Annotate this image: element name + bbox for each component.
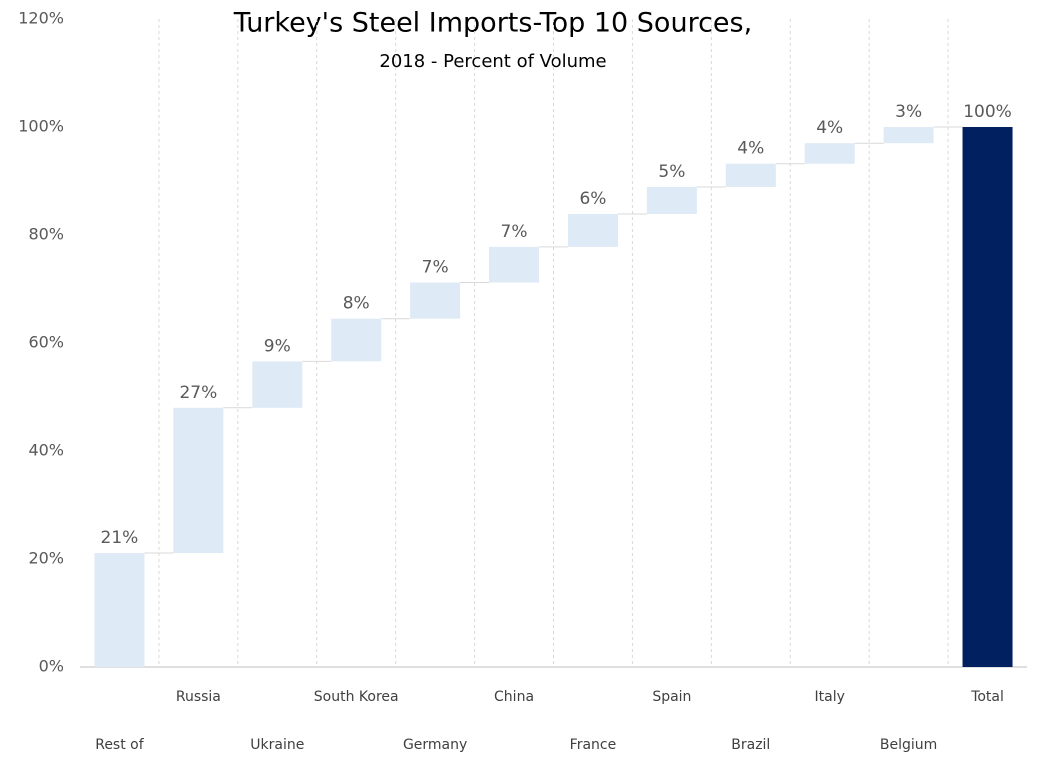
x-tick-label: France	[570, 737, 617, 753]
x-tick-label: Total	[970, 689, 1004, 705]
bar	[646, 186, 697, 214]
bar	[804, 143, 855, 164]
bar	[725, 163, 776, 187]
value-label: 5%	[658, 162, 685, 182]
y-tick-label: 40%	[28, 441, 64, 460]
y-tick-label: 80%	[28, 225, 64, 244]
bar	[489, 246, 540, 283]
value-label: 21%	[101, 528, 139, 548]
value-label: 7%	[501, 222, 528, 242]
y-tick-label: 100%	[18, 117, 64, 136]
y-tick-label: 20%	[28, 549, 64, 568]
x-tick-label: Germany	[403, 737, 467, 753]
bar	[252, 361, 303, 408]
x-tick-label: Rest of	[95, 737, 145, 753]
x-tick-label: Italy	[815, 689, 845, 705]
value-label: 4%	[816, 118, 843, 138]
value-label: 4%	[737, 139, 764, 159]
chart-subtitle: 2018 - Percent of Volume	[379, 51, 606, 72]
x-tick-label: Spain	[652, 689, 691, 705]
chart-title: Turkey's Steel Imports-Top 10 Sources,	[233, 8, 752, 39]
y-tick-label: 60%	[28, 333, 64, 352]
x-tick-label: Russia	[176, 689, 221, 705]
bar	[962, 127, 1013, 667]
y-tick-label: 0%	[39, 657, 64, 676]
x-tick-label: Ukraine	[250, 737, 304, 753]
value-label: 8%	[343, 294, 370, 314]
value-label: 7%	[422, 258, 449, 278]
bar	[567, 213, 618, 247]
y-tick-label: 120%	[18, 9, 64, 28]
x-tick-label: South Korea	[314, 689, 399, 705]
x-tick-label: China	[494, 689, 534, 705]
value-label: 27%	[179, 383, 217, 403]
x-tick-label: Brazil	[731, 737, 770, 753]
bar	[331, 318, 382, 362]
bar	[410, 282, 461, 319]
bar	[173, 407, 224, 554]
value-label: 100%	[963, 102, 1012, 122]
value-label: 3%	[895, 102, 922, 122]
bar	[94, 553, 145, 667]
value-label: 9%	[264, 336, 291, 356]
bar	[883, 127, 934, 144]
x-tick-label: Belgium	[880, 737, 937, 753]
value-label: 6%	[579, 189, 606, 209]
